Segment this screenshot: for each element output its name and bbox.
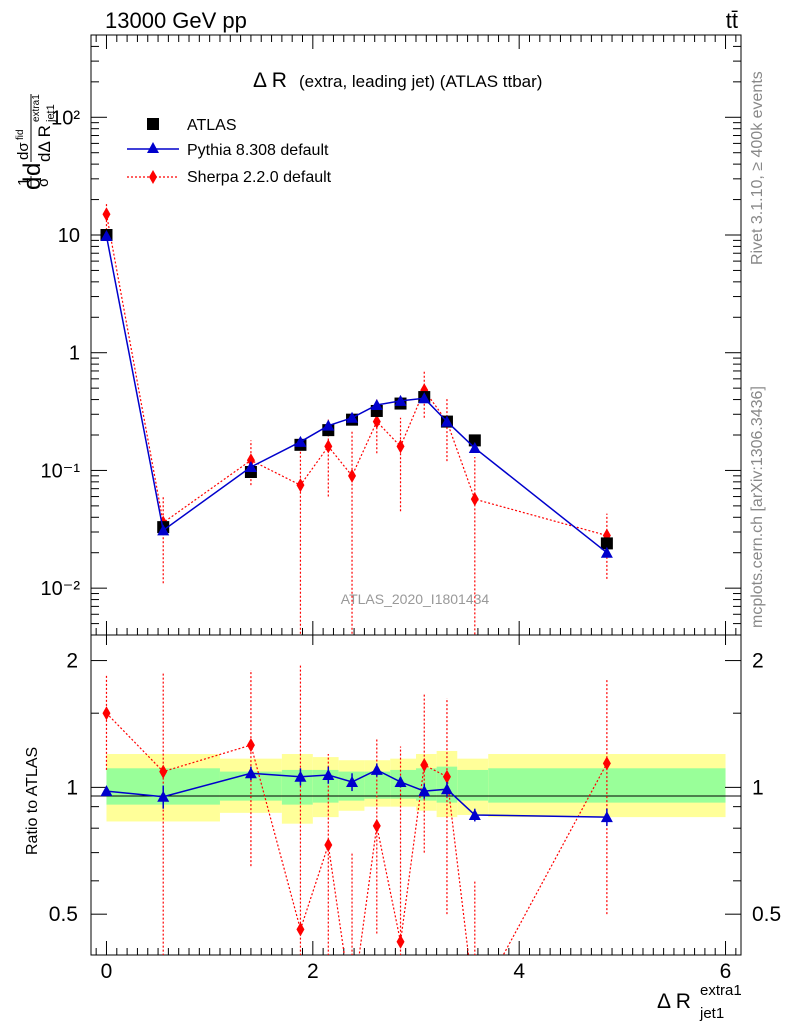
svg-text:σ: σ [35,177,52,187]
pythia-ratio-point [322,768,335,780]
pythia-point [244,460,257,472]
pythia-point [370,398,383,410]
svg-text:d: d [19,177,46,190]
pythia-ratio-point [100,785,113,797]
sherpa-ratio-point [324,837,333,852]
ratio-tick-label-right: 0.5 [752,903,781,926]
legend-sherpa-marker [149,170,157,184]
main-panel-data [100,202,613,635]
ratio-tick-label-right: 1 [752,776,764,799]
pythia-ratio-point [370,763,383,775]
svg-text:dσ: dσ [15,142,32,160]
sherpa-point [396,439,405,454]
sherpa-ratio-point [102,706,111,721]
ratio-tick-label-right: 2 [752,650,764,673]
x-tick-label: 4 [513,960,525,983]
sherpa-ratio-point [348,1001,356,1015]
rivet-version-label: Rivet 3.1.10, ≥ 400k events [749,71,766,265]
plot-title: Δ R (extra, leading jet) (ATLAS ttbar) [253,69,542,92]
legend-pythia-marker [147,142,159,153]
svg-text:jet1: jet1 [45,104,57,123]
svg-text:d: d [19,163,46,176]
sherpa-line [105,214,608,537]
sherpa-point [324,439,333,454]
ratio-panel-data [100,665,613,1015]
sherpa-ratio-point [372,818,381,833]
sherpa-ratio-point [420,758,429,773]
main-y-axis-label: d 1 σ d dσ fid dΔ R extra1 jet1 [15,94,57,190]
pythia-point [157,524,170,536]
pythia-ratio-point [157,790,170,802]
svg-text:extra1: extra1 [700,982,742,999]
legend: ATLAS Pythia 8.308 default Sherpa 2.2.0 … [127,117,332,186]
y-tick-label: 10⁻¹ [41,460,81,482]
ratio-tick-label-left: 1 [66,776,78,799]
sherpa-ratio-point [442,769,451,784]
legend-sherpa-label: Sherpa 2.2.0 default [187,169,332,186]
analysis-watermark: ATLAS_2020_I1801434 [341,591,490,607]
pythia-point [322,419,335,431]
sherpa-ratio-point [602,756,611,771]
pythia-point [440,415,453,427]
svg-text:Δ R: Δ R [253,69,287,92]
sherpa-point [102,207,111,222]
pythia-line [105,235,608,554]
sherpa-ratio-point [471,1001,479,1015]
svg-text:(extra, leading jet) (ATLAS tt: (extra, leading jet) (ATLAS ttbar) [299,72,542,91]
y-tick-label: 10² [51,107,80,129]
ratio-tick-label-left: 2 [66,650,78,673]
pythia-ratio-point [244,767,257,779]
legend-atlas-label: ATLAS [187,117,237,134]
x-tick-label: 0 [101,960,113,983]
pythia-point [600,546,613,558]
energy-label: 13000 GeV pp [105,8,247,33]
atlas-point [468,434,481,447]
ratio-y-axis-label: Ratio to ATLAS [24,747,41,855]
pythia-point [468,442,481,454]
pythia-ratio-point [346,775,359,787]
atlas-point [600,537,613,550]
y-tick-label: 1 [69,343,80,365]
sherpa-point [246,453,255,468]
pythia-ratio-point [294,770,307,782]
legend-atlas-marker [147,118,159,130]
mcplots-reference-label: mcplots.cern.ch [arXiv:1306.3436] [749,386,766,628]
y-tick-label: 10⁻² [41,578,81,600]
sherpa-point [470,492,479,507]
sherpa-point [348,468,357,483]
pythia-point [346,411,359,423]
y-tick-label: 10 [58,225,80,247]
legend-pythia-label: Pythia 8.308 default [187,142,329,159]
svg-text:Δ R: Δ R [657,990,691,1013]
sherpa-point [372,414,381,429]
pythia-ratio-point [418,785,431,797]
x-tick-label: 6 [720,960,732,983]
pythia-point [418,392,431,404]
pythia-ratio-point [600,811,613,823]
sherpa-ratio-point [246,738,255,753]
svg-text:jet1: jet1 [699,1005,724,1022]
svg-text:extra1: extra1 [31,94,42,122]
x-tick-label: 2 [307,960,319,983]
sherpa-ratio-point [159,764,168,779]
sherpa-ratio-point [296,922,305,937]
axis-ticks: 0 2 4 6 10⁻² 10⁻¹ 1 10 10² 0.5 0.5 1 1 2 2 [41,34,781,983]
pythia-ratio-point [394,775,407,787]
svg-text:1: 1 [15,178,32,186]
svg-text:dΔ R: dΔ R [35,125,54,162]
svg-text:fid: fid [15,129,26,140]
pythia-point [394,394,407,406]
x-axis-label: Δ R extra1 jet1 [657,982,742,1022]
pythia-point [100,230,113,242]
sherpa-point [296,478,305,493]
pythia-ratio-point [468,808,481,820]
process-label: tt̄ [726,8,738,33]
pythia-point [294,435,307,447]
sherpa-ratio-point [396,934,405,949]
sherpa-ratio-line [106,712,608,955]
pythia-ratio-point [440,783,453,795]
ratio-tick-label-left: 0.5 [49,903,78,926]
